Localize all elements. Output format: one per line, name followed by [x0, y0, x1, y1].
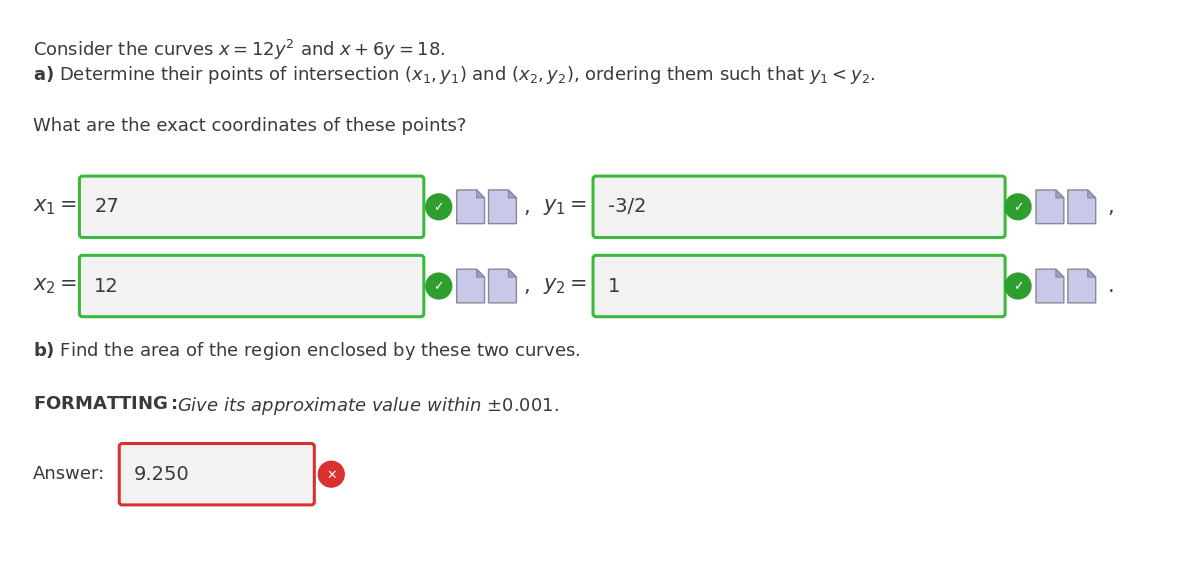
- Text: $\it{Give\ its\ approximate\ value\ within}$ $\pm 0.001$.: $\it{Give\ its\ approximate\ value\ with…: [176, 395, 559, 417]
- Text: ✕: ✕: [326, 469, 336, 481]
- Text: 1: 1: [608, 276, 620, 295]
- Text: ,: ,: [1108, 197, 1115, 217]
- Polygon shape: [1056, 190, 1064, 198]
- Polygon shape: [457, 190, 485, 224]
- Text: ✓: ✓: [1013, 280, 1024, 294]
- Polygon shape: [1068, 269, 1096, 303]
- Polygon shape: [1087, 190, 1096, 198]
- Circle shape: [318, 461, 344, 487]
- Polygon shape: [476, 269, 485, 277]
- Circle shape: [426, 194, 451, 220]
- Polygon shape: [1087, 269, 1096, 277]
- Polygon shape: [509, 190, 516, 198]
- Polygon shape: [509, 269, 516, 277]
- Text: ,: ,: [523, 276, 530, 296]
- Text: ✓: ✓: [433, 280, 444, 294]
- Text: ✓: ✓: [1013, 201, 1024, 214]
- Text: ✓: ✓: [433, 201, 444, 214]
- Text: What are the exact coordinates of these points?: What are the exact coordinates of these …: [32, 117, 466, 135]
- Polygon shape: [1036, 190, 1064, 224]
- Text: ,: ,: [523, 197, 530, 217]
- Text: .: .: [1108, 276, 1115, 296]
- Text: -3/2: -3/2: [608, 197, 647, 216]
- Polygon shape: [1036, 269, 1064, 303]
- Text: Consider the curves $x = 12y^2$ and $x + 6y = 18$.: Consider the curves $x = 12y^2$ and $x +…: [32, 38, 445, 61]
- Polygon shape: [488, 190, 516, 224]
- Polygon shape: [488, 269, 516, 303]
- Circle shape: [1006, 194, 1031, 220]
- Text: $y_1 =$: $y_1 =$: [544, 197, 588, 217]
- Text: $y_2 =$: $y_2 =$: [544, 276, 588, 296]
- Polygon shape: [1056, 269, 1064, 277]
- Text: $\mathbf{b)}$ Find the area of the region enclosed by these two curves.: $\mathbf{b)}$ Find the area of the regio…: [32, 339, 580, 361]
- FancyBboxPatch shape: [79, 255, 424, 317]
- Circle shape: [1006, 273, 1031, 299]
- FancyBboxPatch shape: [79, 176, 424, 238]
- Text: $\mathbf{a)}$ Determine their points of intersection $(x_1, y_1)$ and $(x_2, y_2: $\mathbf{a)}$ Determine their points of …: [32, 64, 875, 86]
- Text: 27: 27: [95, 197, 119, 216]
- FancyBboxPatch shape: [593, 255, 1006, 317]
- Text: $x_1 =$: $x_1 =$: [32, 197, 77, 217]
- Text: $\mathbf{FORMATTING:}$: $\mathbf{FORMATTING:}$: [32, 395, 178, 413]
- FancyBboxPatch shape: [593, 176, 1006, 238]
- Polygon shape: [457, 269, 485, 303]
- Polygon shape: [476, 190, 485, 198]
- Circle shape: [426, 273, 451, 299]
- Text: 12: 12: [95, 276, 119, 295]
- Text: 9.250: 9.250: [134, 465, 190, 484]
- Text: Answer:: Answer:: [32, 465, 104, 483]
- FancyBboxPatch shape: [119, 443, 314, 505]
- Polygon shape: [1068, 190, 1096, 224]
- Text: $x_2 =$: $x_2 =$: [32, 276, 77, 296]
